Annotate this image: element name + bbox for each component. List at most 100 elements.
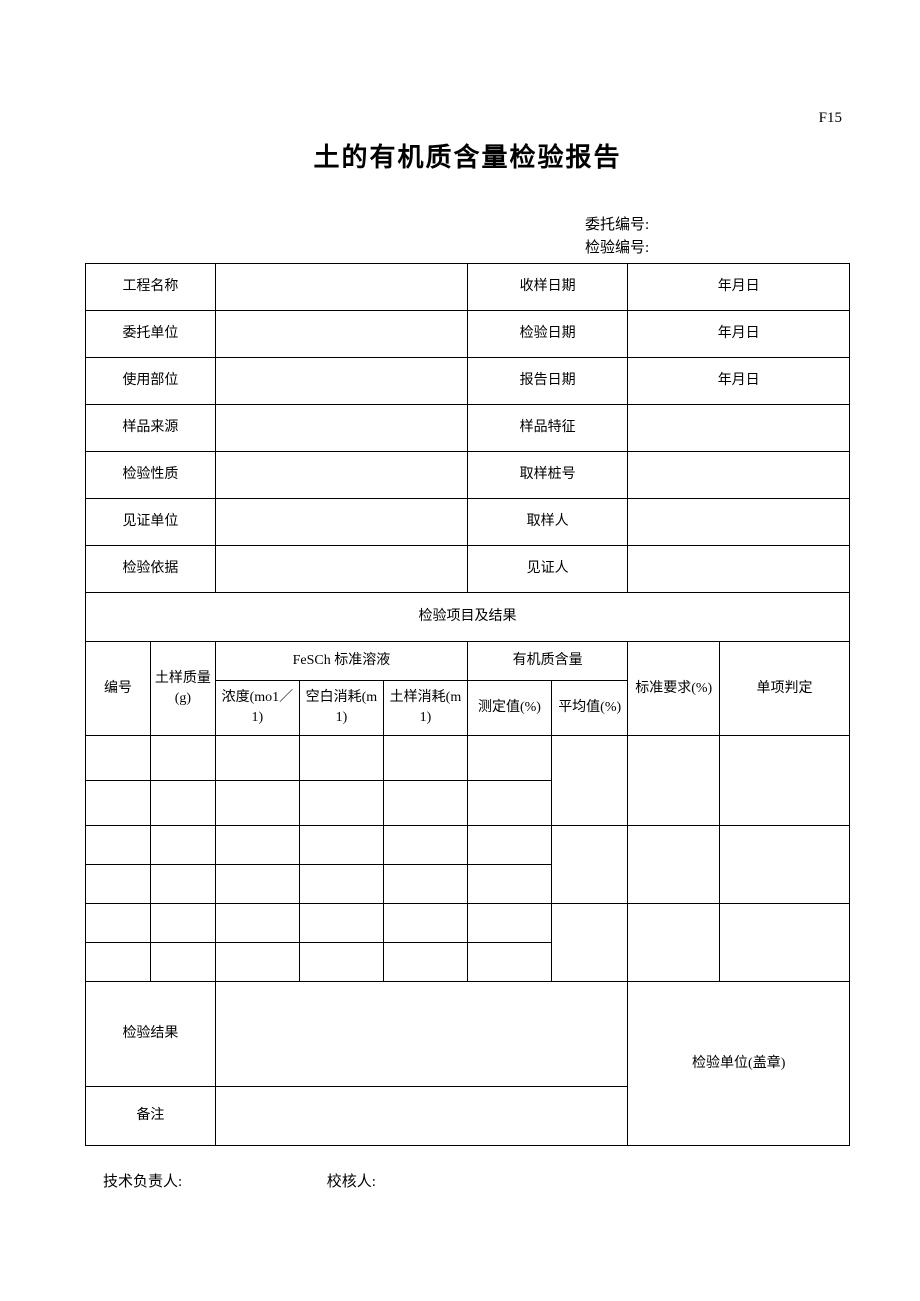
- label-remark: 备注: [86, 1087, 216, 1146]
- label-use-part: 使用部位: [86, 358, 216, 405]
- meta-block: 委托编号: 检验编号:: [585, 214, 850, 259]
- cell: [86, 943, 151, 982]
- cell: [467, 736, 551, 781]
- cell-avg: [552, 736, 628, 826]
- cell: [383, 865, 467, 904]
- value-witness: [628, 546, 850, 593]
- info-row: 使用部位 报告日期 年月日: [86, 358, 850, 405]
- col-conc: 浓度(mo1／1): [215, 681, 299, 736]
- label-inspect-basis: 检验依据: [86, 546, 216, 593]
- value-inspect-date: 年月日: [628, 311, 850, 358]
- cell-std: [628, 736, 720, 826]
- cell: [299, 826, 383, 865]
- value-inspect-nature: [215, 452, 467, 499]
- cell: [383, 943, 467, 982]
- cell: [467, 904, 551, 943]
- cell: [467, 781, 551, 826]
- info-row: 工程名称 收样日期 年月日: [86, 264, 850, 311]
- cell: [215, 865, 299, 904]
- label-witness: 见证人: [467, 546, 627, 593]
- label-project-name: 工程名称: [86, 264, 216, 311]
- value-witness-unit: [215, 499, 467, 546]
- cell-avg: [552, 904, 628, 982]
- col-avg: 平均值(%): [552, 681, 628, 736]
- cell: [299, 943, 383, 982]
- label-sample-source: 样品来源: [86, 405, 216, 452]
- cell: [150, 736, 215, 781]
- value-receive-date: 年月日: [628, 264, 850, 311]
- cell: [215, 826, 299, 865]
- value-sample-feature: [628, 405, 850, 452]
- tech-lead-label: 技术负责人:: [103, 1170, 323, 1191]
- cell: [215, 781, 299, 826]
- label-inspect-nature: 检验性质: [86, 452, 216, 499]
- cell: [299, 781, 383, 826]
- data-row: [86, 904, 850, 943]
- cell: [86, 736, 151, 781]
- checker-label: 校核人:: [327, 1170, 376, 1191]
- group-organic: 有机质含量: [467, 642, 627, 681]
- cell: [150, 865, 215, 904]
- col-single-judge: 单项判定: [720, 642, 850, 736]
- info-row: 样品来源 样品特征: [86, 405, 850, 452]
- col-no: 编号: [86, 642, 151, 736]
- footer: 技术负责人: 校核人:: [85, 1170, 850, 1191]
- cell-avg: [552, 826, 628, 904]
- cell: [299, 736, 383, 781]
- value-use-part: [215, 358, 467, 405]
- value-pile-no: [628, 452, 850, 499]
- label-sampler: 取样人: [467, 499, 627, 546]
- label-result: 检验结果: [86, 982, 216, 1087]
- value-project-name: [215, 264, 467, 311]
- col-measured: 测定值(%): [467, 681, 551, 736]
- cell: [86, 904, 151, 943]
- cell: [383, 736, 467, 781]
- label-witness-unit: 见证单位: [86, 499, 216, 546]
- cell-std: [628, 826, 720, 904]
- cell: [86, 865, 151, 904]
- report-table: 工程名称 收样日期 年月日 委托单位 检验日期 年月日 使用部位 报告日期 年月…: [85, 263, 850, 1146]
- col-std-req: 标准要求(%): [628, 642, 720, 736]
- entrust-number-label: 委托编号:: [585, 214, 850, 237]
- cell: [150, 781, 215, 826]
- info-row: 见证单位 取样人: [86, 499, 850, 546]
- label-receive-date: 收样日期: [467, 264, 627, 311]
- cell: [150, 826, 215, 865]
- cell: [299, 865, 383, 904]
- report-page: F15 土的有机质含量检验报告 委托编号: 检验编号: 工程名称 收样日期 年月…: [0, 0, 920, 1251]
- stamp-cell: 检验单位(盖章): [628, 982, 850, 1146]
- label-report-date: 报告日期: [467, 358, 627, 405]
- result-row: 检验结果 检验单位(盖章): [86, 982, 850, 1087]
- cell: [299, 904, 383, 943]
- report-title: 土的有机质含量检验报告: [85, 137, 850, 174]
- value-inspect-basis: [215, 546, 467, 593]
- cell: [467, 865, 551, 904]
- cell-judge: [720, 826, 850, 904]
- label-pile-no: 取样桩号: [467, 452, 627, 499]
- cell: [383, 826, 467, 865]
- cell: [467, 943, 551, 982]
- section-header-row: 检验项目及结果: [86, 593, 850, 642]
- label-inspect-date: 检验日期: [467, 311, 627, 358]
- section-header: 检验项目及结果: [86, 593, 850, 642]
- value-result: [215, 982, 628, 1087]
- data-row: [86, 826, 850, 865]
- form-code: F15: [85, 110, 850, 127]
- cell: [150, 943, 215, 982]
- cell: [215, 943, 299, 982]
- data-row: [86, 736, 850, 781]
- value-sample-source: [215, 405, 467, 452]
- col-soil-mass: 土样质量(g): [150, 642, 215, 736]
- cell: [467, 826, 551, 865]
- value-remark: [215, 1087, 628, 1146]
- cell: [150, 904, 215, 943]
- cell: [215, 736, 299, 781]
- cell: [383, 781, 467, 826]
- cell: [86, 826, 151, 865]
- col-soil-consume: 土样消耗(m1): [383, 681, 467, 736]
- label-entrust-unit: 委托单位: [86, 311, 216, 358]
- label-sample-feature: 样品特征: [467, 405, 627, 452]
- group-fesch: FeSCh 标准溶液: [215, 642, 467, 681]
- info-row: 检验依据 见证人: [86, 546, 850, 593]
- value-sampler: [628, 499, 850, 546]
